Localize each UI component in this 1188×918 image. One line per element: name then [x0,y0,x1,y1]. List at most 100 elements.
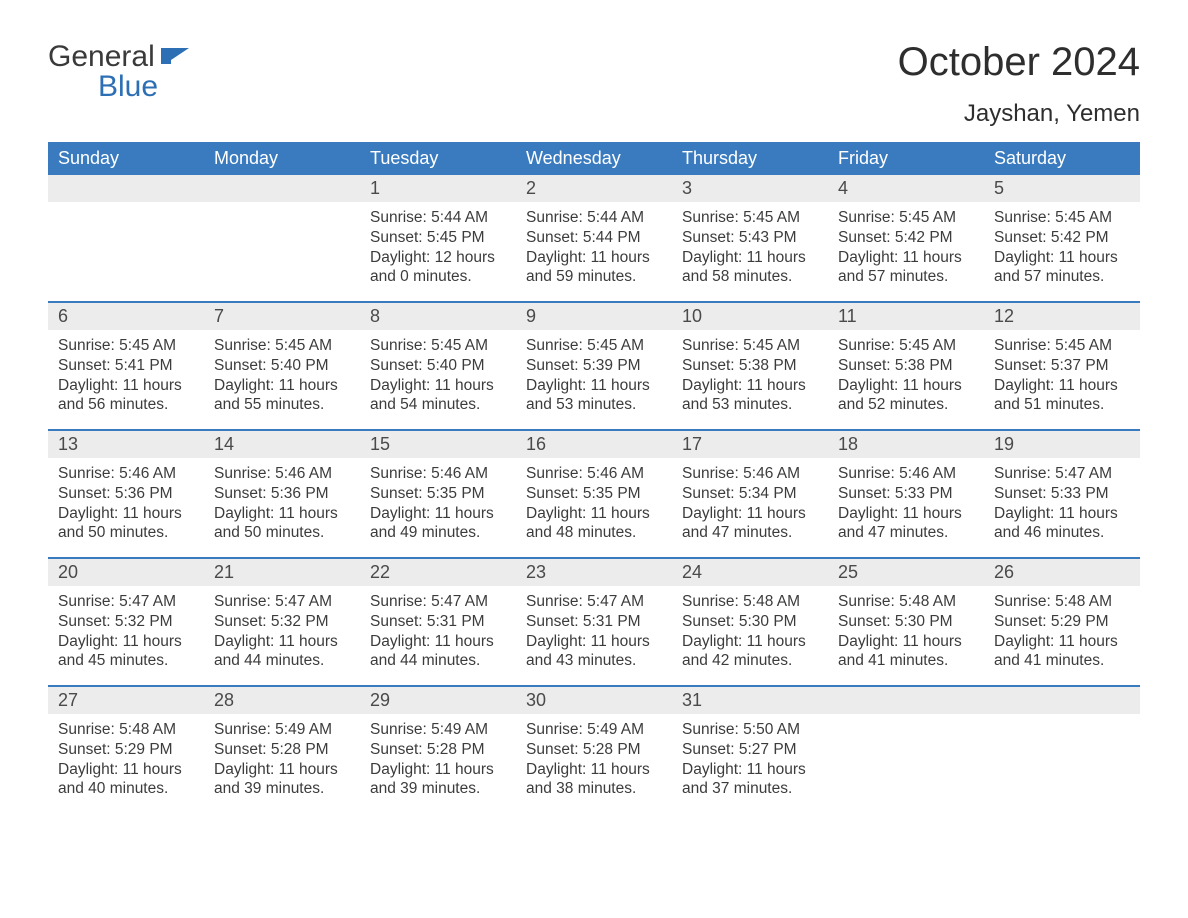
sunrise-line: Sunrise: 5:45 AM [214,336,350,356]
day-number [828,687,984,714]
daylight-line: Daylight: 11 hours and 39 minutes. [370,760,506,800]
daylight-line: Daylight: 11 hours and 50 minutes. [214,504,350,544]
sunrise-line: Sunrise: 5:45 AM [682,336,818,356]
sunset-line: Sunset: 5:35 PM [526,484,662,504]
sunset-line: Sunset: 5:33 PM [838,484,974,504]
sunrise-line: Sunrise: 5:45 AM [58,336,194,356]
sunset-line: Sunset: 5:41 PM [58,356,194,376]
sunrise-line: Sunrise: 5:46 AM [682,464,818,484]
daylight-line: Daylight: 11 hours and 53 minutes. [682,376,818,416]
day-cell: 3Sunrise: 5:45 AMSunset: 5:43 PMDaylight… [672,175,828,301]
day-number: 18 [828,431,984,458]
day-number: 4 [828,175,984,202]
title-block: October 2024 Jayshan, Yemen [898,40,1140,128]
day-cell: 21Sunrise: 5:47 AMSunset: 5:32 PMDayligh… [204,559,360,685]
day-cell [48,175,204,301]
sunrise-line: Sunrise: 5:47 AM [58,592,194,612]
day-body: Sunrise: 5:45 AMSunset: 5:42 PMDaylight:… [828,202,984,297]
day-number: 25 [828,559,984,586]
day-number: 16 [516,431,672,458]
daylight-line: Daylight: 11 hours and 44 minutes. [370,632,506,672]
day-cell: 17Sunrise: 5:46 AMSunset: 5:34 PMDayligh… [672,431,828,557]
sunset-line: Sunset: 5:36 PM [58,484,194,504]
sunrise-line: Sunrise: 5:49 AM [370,720,506,740]
day-cell: 5Sunrise: 5:45 AMSunset: 5:42 PMDaylight… [984,175,1140,301]
day-cell: 13Sunrise: 5:46 AMSunset: 5:36 PMDayligh… [48,431,204,557]
day-number: 13 [48,431,204,458]
daylight-line: Daylight: 11 hours and 47 minutes. [682,504,818,544]
sunset-line: Sunset: 5:27 PM [682,740,818,760]
day-number: 14 [204,431,360,458]
day-body: Sunrise: 5:48 AMSunset: 5:29 PMDaylight:… [984,586,1140,681]
header: General Blue October 2024 Jayshan, Yemen [48,40,1140,128]
day-cell [984,687,1140,813]
day-cell: 14Sunrise: 5:46 AMSunset: 5:36 PMDayligh… [204,431,360,557]
day-body: Sunrise: 5:45 AMSunset: 5:43 PMDaylight:… [672,202,828,297]
day-number: 12 [984,303,1140,330]
daylight-line: Daylight: 11 hours and 42 minutes. [682,632,818,672]
weekday-header-cell: Sunday [48,142,204,175]
daylight-line: Daylight: 11 hours and 40 minutes. [58,760,194,800]
daylight-line: Daylight: 11 hours and 54 minutes. [370,376,506,416]
daylight-line: Daylight: 11 hours and 57 minutes. [994,248,1130,288]
sunrise-line: Sunrise: 5:48 AM [58,720,194,740]
sunrise-line: Sunrise: 5:49 AM [526,720,662,740]
day-body: Sunrise: 5:46 AMSunset: 5:33 PMDaylight:… [828,458,984,553]
day-body: Sunrise: 5:44 AMSunset: 5:44 PMDaylight:… [516,202,672,297]
day-number: 27 [48,687,204,714]
day-number [984,687,1140,714]
sunset-line: Sunset: 5:43 PM [682,228,818,248]
daylight-line: Daylight: 11 hours and 57 minutes. [838,248,974,288]
day-cell: 6Sunrise: 5:45 AMSunset: 5:41 PMDaylight… [48,303,204,429]
daylight-line: Daylight: 11 hours and 51 minutes. [994,376,1130,416]
daylight-line: Daylight: 11 hours and 53 minutes. [526,376,662,416]
week-row: 20Sunrise: 5:47 AMSunset: 5:32 PMDayligh… [48,557,1140,685]
weekday-header-cell: Monday [204,142,360,175]
day-cell: 9Sunrise: 5:45 AMSunset: 5:39 PMDaylight… [516,303,672,429]
sunrise-line: Sunrise: 5:45 AM [370,336,506,356]
day-body: Sunrise: 5:49 AMSunset: 5:28 PMDaylight:… [204,714,360,809]
sunset-line: Sunset: 5:45 PM [370,228,506,248]
sunrise-line: Sunrise: 5:47 AM [370,592,506,612]
logo-word-general: General [48,40,155,74]
day-cell [204,175,360,301]
day-number: 3 [672,175,828,202]
day-body: Sunrise: 5:45 AMSunset: 5:42 PMDaylight:… [984,202,1140,297]
day-number: 17 [672,431,828,458]
day-number: 29 [360,687,516,714]
daylight-line: Daylight: 11 hours and 55 minutes. [214,376,350,416]
day-cell: 29Sunrise: 5:49 AMSunset: 5:28 PMDayligh… [360,687,516,813]
weekday-header-cell: Thursday [672,142,828,175]
day-body: Sunrise: 5:45 AMSunset: 5:40 PMDaylight:… [204,330,360,425]
logo: General Blue [48,40,191,104]
sunset-line: Sunset: 5:29 PM [994,612,1130,632]
day-number: 5 [984,175,1140,202]
sunrise-line: Sunrise: 5:46 AM [58,464,194,484]
weekday-header-cell: Saturday [984,142,1140,175]
sunset-line: Sunset: 5:38 PM [682,356,818,376]
sunset-line: Sunset: 5:38 PM [838,356,974,376]
day-number: 2 [516,175,672,202]
day-cell: 4Sunrise: 5:45 AMSunset: 5:42 PMDaylight… [828,175,984,301]
sunrise-line: Sunrise: 5:48 AM [838,592,974,612]
day-body: Sunrise: 5:49 AMSunset: 5:28 PMDaylight:… [516,714,672,809]
weekday-header-cell: Friday [828,142,984,175]
daylight-line: Daylight: 11 hours and 49 minutes. [370,504,506,544]
sunset-line: Sunset: 5:44 PM [526,228,662,248]
day-cell: 25Sunrise: 5:48 AMSunset: 5:30 PMDayligh… [828,559,984,685]
day-number [48,175,204,202]
sunrise-line: Sunrise: 5:45 AM [838,336,974,356]
day-cell: 1Sunrise: 5:44 AMSunset: 5:45 PMDaylight… [360,175,516,301]
day-body: Sunrise: 5:48 AMSunset: 5:29 PMDaylight:… [48,714,204,809]
sunset-line: Sunset: 5:37 PM [994,356,1130,376]
sunrise-line: Sunrise: 5:44 AM [370,208,506,228]
day-body: Sunrise: 5:45 AMSunset: 5:41 PMDaylight:… [48,330,204,425]
day-number: 6 [48,303,204,330]
day-body: Sunrise: 5:48 AMSunset: 5:30 PMDaylight:… [672,586,828,681]
day-body: Sunrise: 5:47 AMSunset: 5:32 PMDaylight:… [204,586,360,681]
sunset-line: Sunset: 5:39 PM [526,356,662,376]
day-body: Sunrise: 5:47 AMSunset: 5:33 PMDaylight:… [984,458,1140,553]
day-body: Sunrise: 5:47 AMSunset: 5:31 PMDaylight:… [516,586,672,681]
day-body: Sunrise: 5:48 AMSunset: 5:30 PMDaylight:… [828,586,984,681]
month-title: October 2024 [898,40,1140,84]
